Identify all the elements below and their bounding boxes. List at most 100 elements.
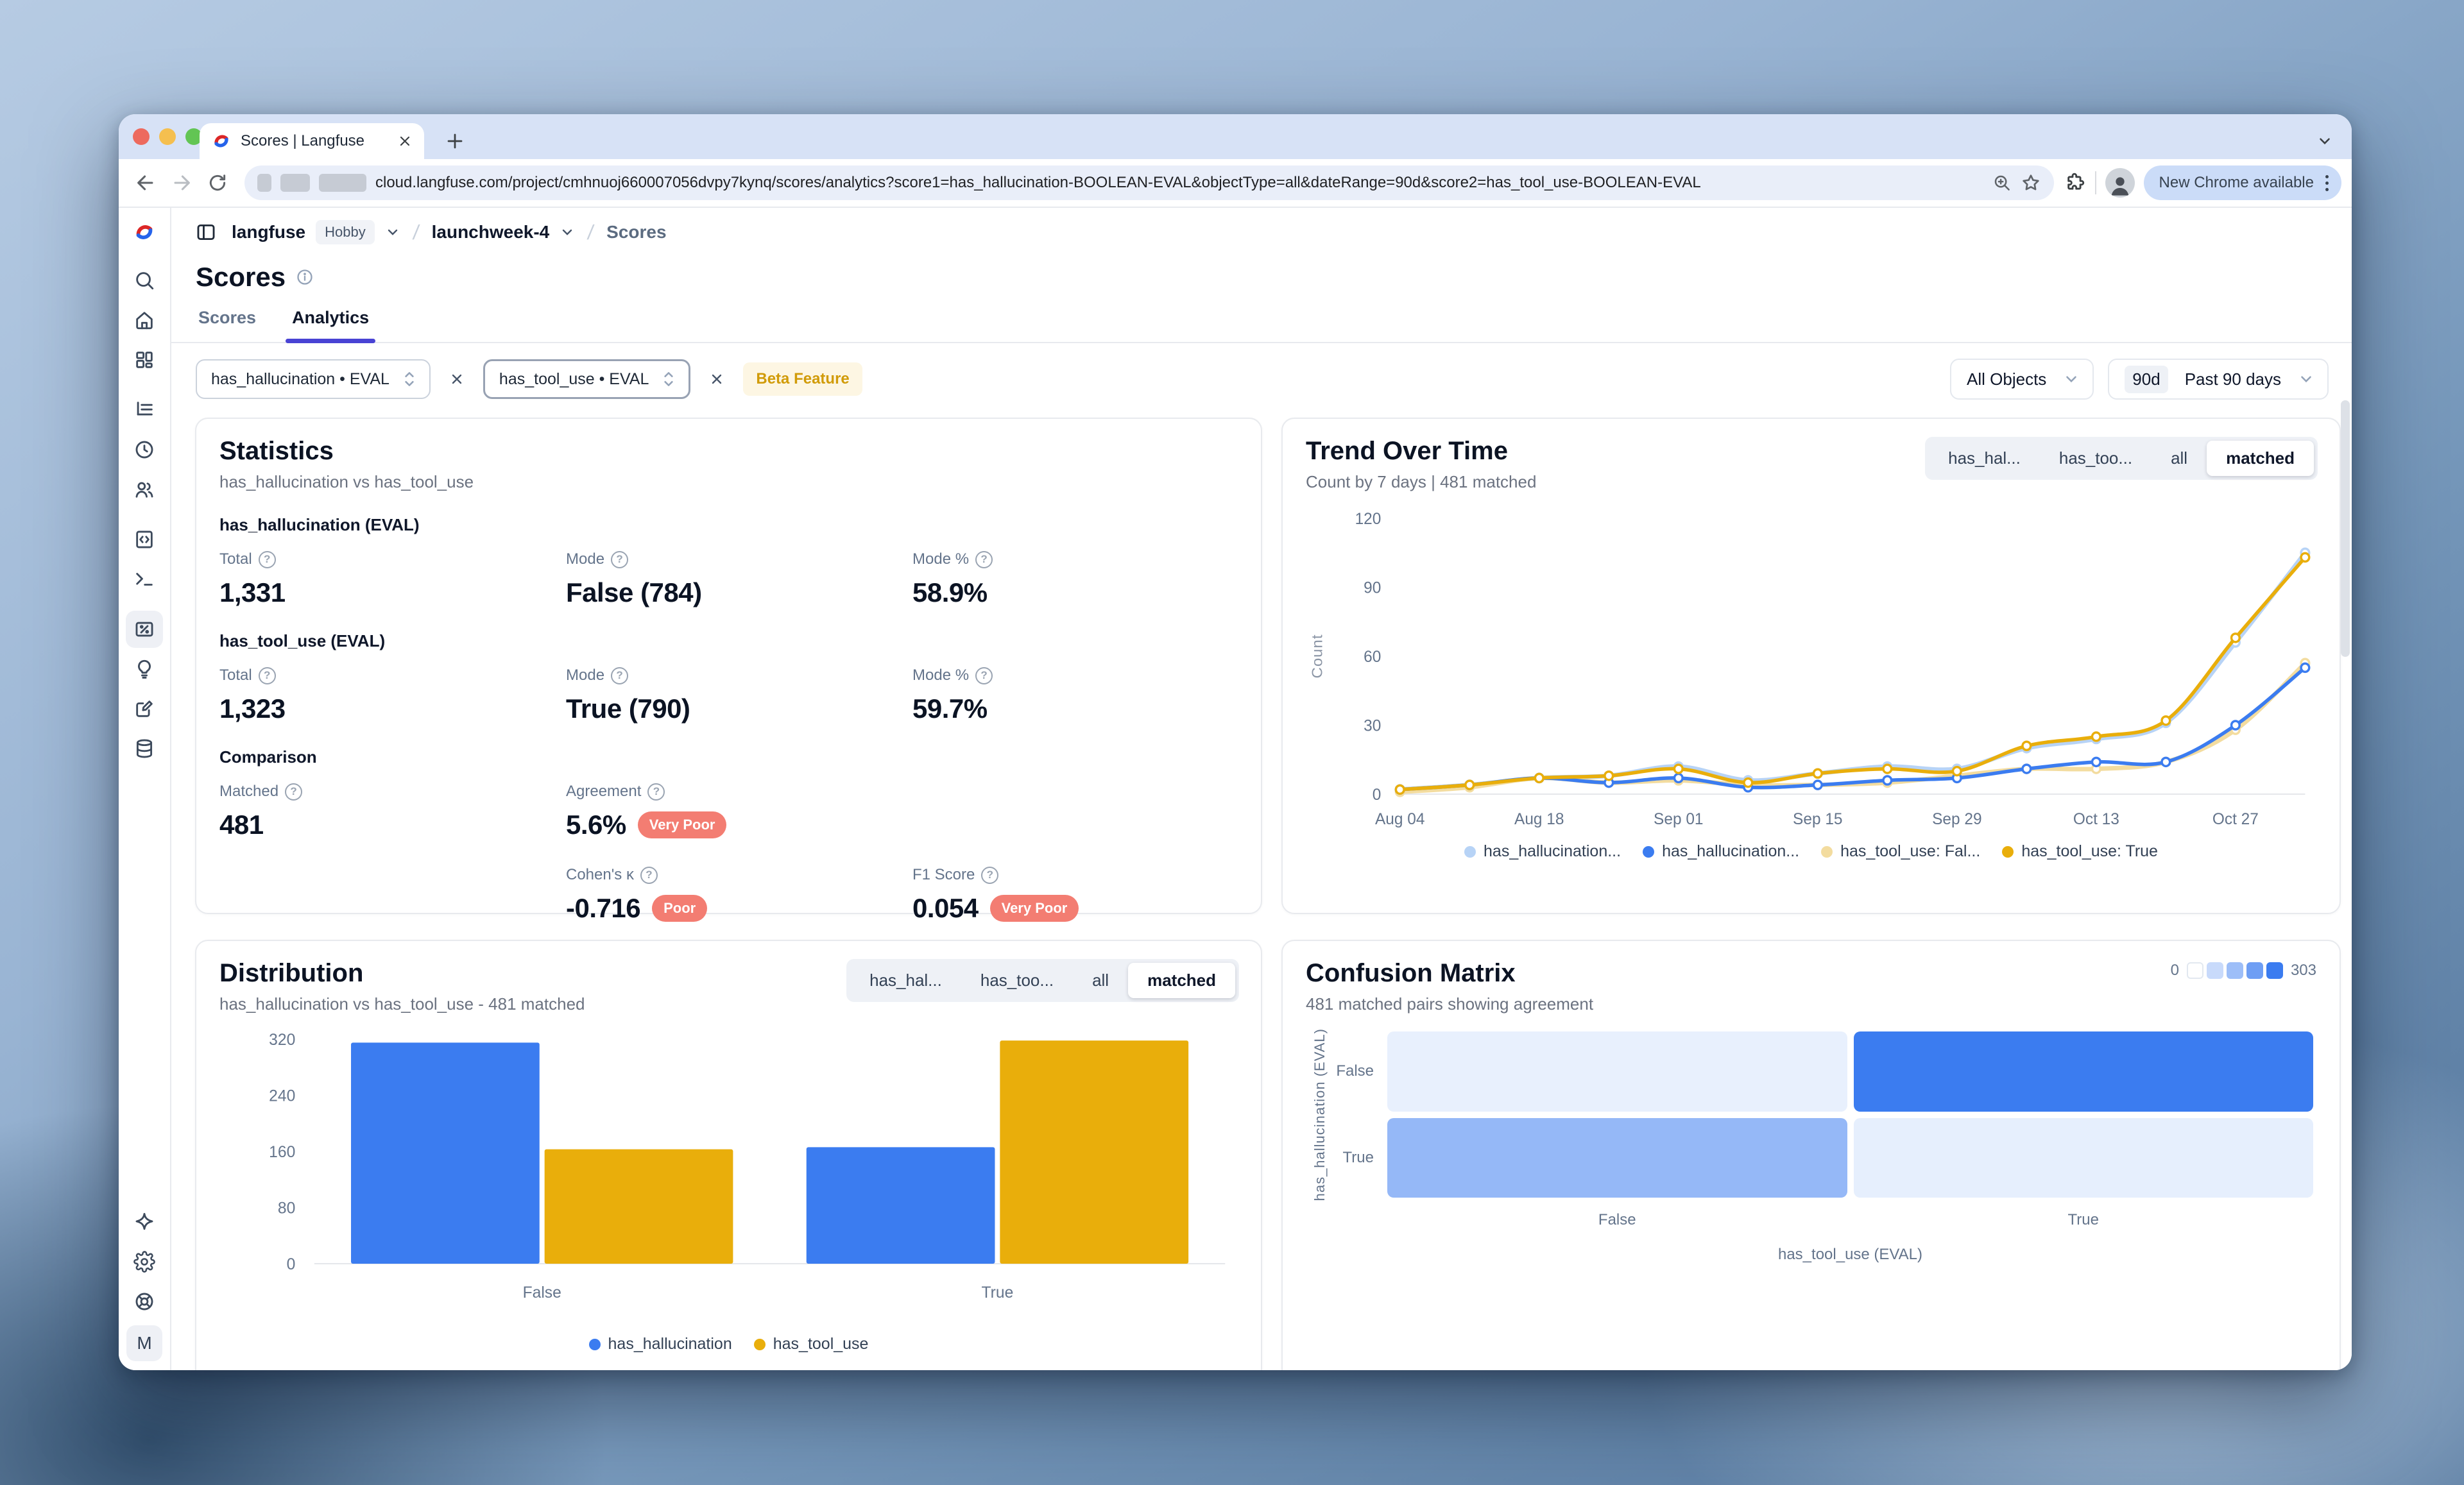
help-icon[interactable]: ? [285,783,303,801]
new-tab-button[interactable] [442,128,468,154]
sidebar-item-search[interactable] [126,262,163,299]
url-text[interactable]: cloud.langfuse.com/project/cmhnuoj660007… [375,174,1701,191]
chrome-update-button[interactable]: New Chrome available [2143,165,2341,200]
help-icon[interactable]: ? [611,550,629,568]
sidebar-item-scores[interactable] [126,611,163,648]
project-name[interactable]: launchweek-4 [431,222,550,242]
view-tab-score1[interactable]: has_hal... [1948,448,2021,468]
matrix-cell-false-true[interactable] [1853,1031,2313,1112]
breadcrumb-page[interactable]: Scores [606,222,667,242]
help-icon[interactable]: ? [611,666,629,684]
view-tab-matched[interactable]: matched [1128,963,1235,998]
filter-bar: has_hallucination • EVAL has_tool_use • … [171,359,2352,400]
back-button[interactable] [129,166,162,199]
matrix-cell-false-false[interactable] [1387,1031,1847,1112]
close-window-button[interactable] [133,128,150,145]
date-range-select[interactable]: 90d Past 90 days [2108,359,2329,400]
help-icon[interactable]: ? [975,666,993,684]
org-name[interactable]: langfuse [232,222,306,242]
quality-badge: Poor [652,895,708,922]
matrix-cell-true-true[interactable] [1853,1117,2313,1198]
close-tab-icon[interactable] [397,133,413,149]
legend-item[interactable]: has_hallucination... [1643,842,1799,861]
bookmark-star-icon[interactable] [2021,173,2041,193]
reload-button[interactable] [201,166,234,199]
score2-select[interactable]: has_tool_use • EVAL [483,359,691,399]
view-tab-matched[interactable]: matched [2207,441,2314,476]
sidebar-item-support[interactable] [126,1283,163,1320]
chevron-down-icon[interactable] [560,225,575,240]
legend-item[interactable]: has_tool_use [753,1335,868,1353]
browser-menu-icon[interactable] [2323,174,2331,191]
scale-max: 303 [2290,962,2316,979]
info-icon[interactable] [296,268,314,286]
sidebar-item-users[interactable] [126,471,163,508]
help-icon[interactable]: ? [258,666,276,684]
view-tab-score2[interactable]: has_too... [980,971,1054,990]
view-tab-all[interactable]: all [2171,448,2188,468]
toolbar-right: New Chrome available [2064,165,2341,200]
legend-item[interactable]: has_hallucination... [1464,842,1621,861]
sidebar-item-datasets[interactable] [126,730,163,767]
tab-search-button[interactable] [2312,128,2338,154]
app-scrollbar[interactable] [2341,400,2350,1364]
matrix-cell-true-false[interactable] [1387,1117,1847,1198]
view-tab-all[interactable]: all [1092,971,1109,990]
browser-tab[interactable]: Scores | Langfuse [200,123,424,159]
metric-mode-1: Mode? False (784) [566,550,702,607]
maximize-window-button[interactable] [185,128,202,145]
view-tab-score1[interactable]: has_hal... [869,971,942,990]
sidebar-item-home[interactable] [126,301,163,339]
legend-item[interactable]: has_tool_use: Fal... [1821,842,1980,861]
remove-score1-button[interactable] [443,366,470,393]
profile-avatar[interactable] [2105,168,2135,198]
legend-label: has_tool_use: True [2021,842,2158,860]
legend-item[interactable]: has_hallucination [588,1335,732,1353]
sidebar-item-annotation-queues[interactable] [126,690,163,727]
score1-select[interactable]: has_hallucination • EVAL [196,359,431,399]
help-icon[interactable]: ? [981,866,999,884]
help-icon[interactable]: ? [258,550,276,568]
chevron-down-icon [2320,138,2330,145]
help-icon[interactable]: ? [640,866,658,884]
sidebar-toggle-button[interactable] [191,217,221,248]
scrollbar-thumb[interactable] [2341,400,2350,657]
sidebar-item-prompts[interactable] [126,521,163,558]
beta-feature-badge: Beta Feature [743,362,862,396]
legend-item[interactable]: has_tool_use: True [2002,842,2158,861]
remove-score2-button[interactable] [703,366,730,393]
object-type-select[interactable]: All Objects [1950,359,2094,400]
sidebar-item-dashboards[interactable] [126,341,163,378]
app-sidebar: M [119,208,171,1370]
forward-button[interactable] [165,166,198,199]
site-info-icon[interactable] [257,174,271,192]
extensions-puzzle-icon[interactable] [2064,172,2086,194]
help-icon[interactable]: ? [975,550,993,568]
sidebar-item-evaluators[interactable] [126,650,163,688]
distribution-bar-chart[interactable]: 0 80 160 240 320 False True [219,1023,1238,1312]
sidebar-item-playground[interactable] [126,561,163,598]
lifebuoy-icon [135,1293,153,1311]
help-icon[interactable]: ? [647,783,665,801]
view-tab-score2[interactable]: has_too... [2058,448,2133,468]
minimize-window-button[interactable] [159,128,176,145]
chevron-down-icon[interactable] [385,225,400,240]
zoom-page-icon[interactable] [1992,173,2012,192]
svg-text:120: 120 [1355,511,1382,528]
sidebar-item-ask-ai[interactable] [126,1203,163,1241]
tab-analytics[interactable]: Analytics [286,300,376,343]
cards-row-2: Distribution has_hallucination vs has_to… [171,940,2352,1370]
confusion-matrix: has_hallucination (EVAL) False True Fals… [1306,1028,2316,1264]
chrome-update-label: New Chrome available [2159,174,2314,191]
legend-label: has_hallucination [608,1335,732,1353]
sidebar-item-settings[interactable] [126,1243,163,1280]
url-bar[interactable]: cloud.langfuse.com/project/cmhnuoj660007… [244,165,2054,200]
trend-line-chart[interactable]: 0 30 60 90 120 Aug 04 Aug 18 Sep 01 Sep 15 Sep 29… [1306,509,2316,829]
sidebar-item-tracing[interactable] [126,391,163,429]
sidebar-item-sessions[interactable] [126,431,163,468]
svg-text:Count: Count [1310,634,1326,678]
langfuse-logo[interactable] [128,216,161,249]
svg-text:Sep 29: Sep 29 [1932,811,1981,828]
user-avatar[interactable]: M [126,1325,162,1361]
tab-scores[interactable]: Scores [198,308,257,327]
